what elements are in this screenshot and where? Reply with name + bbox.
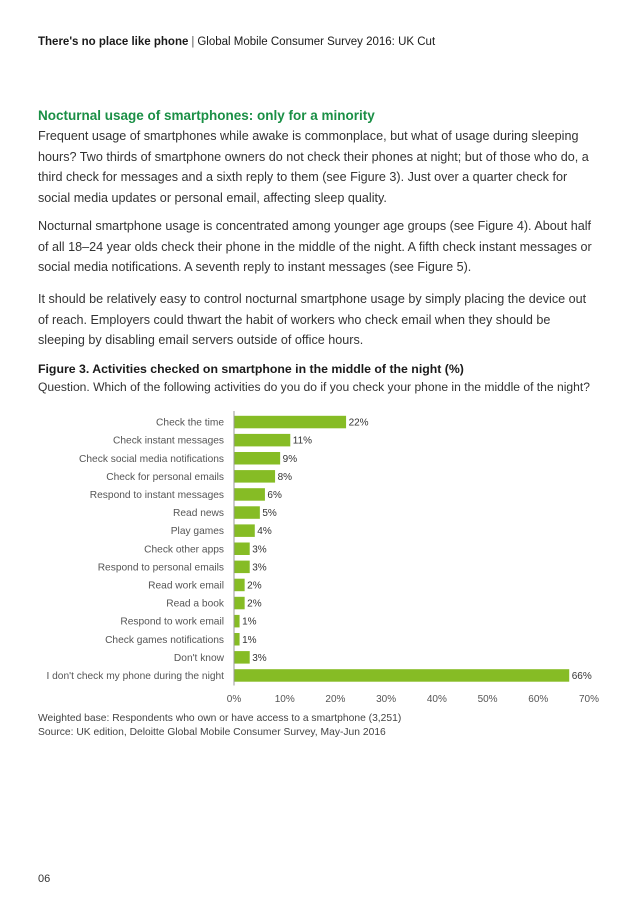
x-tick-label: 0%: [227, 694, 242, 705]
x-tick-label: 40%: [427, 694, 447, 705]
category-label: Respond to work email: [120, 617, 224, 628]
value-label: 11%: [293, 436, 312, 447]
value-label: 2%: [247, 580, 262, 591]
bar: [234, 560, 250, 574]
x-tick-label: 30%: [376, 694, 396, 705]
bar: [234, 470, 276, 483]
value-label: 1%: [242, 635, 257, 646]
bar: [234, 452, 281, 465]
category-label: Respond to personal emails: [98, 562, 224, 573]
bar: [234, 596, 245, 610]
value-label: 5%: [262, 508, 277, 519]
x-tick-label: 50%: [478, 694, 498, 705]
bar: [234, 578, 245, 592]
value-label: 3%: [252, 653, 267, 664]
category-label: Check instant messages: [113, 436, 224, 447]
bar: [234, 433, 291, 447]
paragraph-1: Frequent usage of smartphones while awak…: [38, 129, 589, 205]
category-label: I don't check my phone during the night: [46, 671, 224, 682]
category-label: Check other apps: [144, 544, 224, 555]
category-label: Read a book: [166, 599, 225, 610]
x-tick-label: 20%: [325, 694, 345, 705]
bar: [234, 651, 250, 664]
x-tick-label: 70%: [579, 694, 599, 705]
bar: [234, 488, 265, 501]
bar: [234, 669, 570, 682]
bar: [234, 524, 255, 537]
bar: [234, 415, 347, 429]
header-title-bold: There's no place like phone: [38, 36, 189, 48]
section-title: Nocturnal usage of smartphones: only for…: [38, 108, 375, 123]
value-label: 6%: [267, 490, 282, 501]
value-label: 1%: [242, 617, 257, 628]
paragraph-2: Nocturnal smartphone usage is concentrat…: [38, 219, 592, 274]
value-label: 3%: [252, 562, 267, 573]
paragraph-3: It should be relatively easy to control …: [38, 292, 587, 347]
category-label: Check for personal emails: [106, 472, 224, 483]
x-tick-label: 60%: [528, 694, 548, 705]
page-header: There's no place like phone | Global Mobil…: [38, 36, 435, 48]
header-separator: |: [191, 36, 195, 48]
category-label: Respond to instant messages: [90, 490, 224, 501]
x-tick-label: 10%: [275, 694, 295, 705]
value-label: 2%: [247, 599, 262, 610]
bar: [234, 614, 240, 628]
page-number: 06: [38, 873, 51, 885]
weighted-base-note: Weighted base: Respondents who own or ha…: [38, 713, 402, 724]
value-label: 4%: [257, 526, 272, 537]
bar: [234, 633, 240, 646]
bar: [234, 506, 260, 519]
figure-title: Figure 3. Activities checked on smartpho…: [38, 362, 464, 376]
category-label: Check the time: [156, 418, 224, 429]
value-label: 9%: [283, 454, 298, 465]
category-label: Play games: [171, 526, 224, 537]
figure-question: Question. Which of the following activit…: [38, 380, 590, 394]
category-label: Read news: [173, 508, 224, 519]
category-label: Check social media notifications: [79, 454, 224, 465]
category-label: Don't know: [174, 653, 225, 664]
value-label: 22%: [349, 418, 369, 429]
category-label: Read work email: [148, 580, 224, 591]
value-label: 8%: [278, 472, 293, 483]
bar: [234, 542, 250, 555]
value-label: 66%: [572, 671, 592, 682]
source-note: Source: UK edition, Deloitte Global Mobi…: [38, 727, 386, 738]
header-title-rest: Global Mobile Consumer Survey 2016: UK C…: [197, 36, 436, 48]
category-label: Check games notifications: [105, 635, 224, 646]
value-label: 3%: [252, 544, 267, 555]
